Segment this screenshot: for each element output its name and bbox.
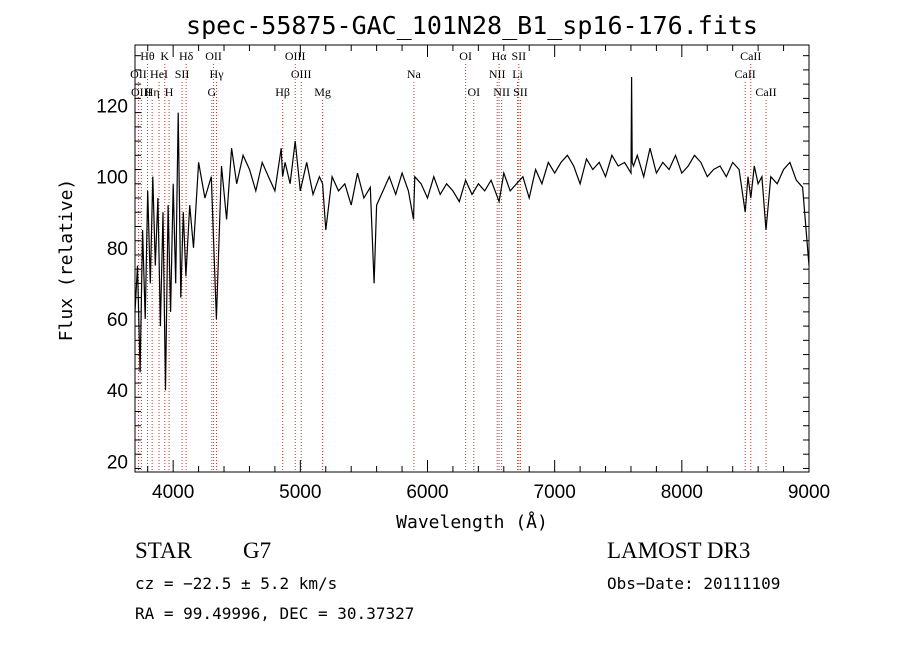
line-id-label: Hγ <box>210 67 225 81</box>
x-tick-label: 8000 <box>661 482 703 503</box>
line-id-label: OII <box>205 49 222 63</box>
line-id-label: Hη <box>145 85 160 99</box>
line-id-label: HeI <box>150 67 168 81</box>
y-tick-label: 80 <box>107 239 128 260</box>
line-id-label: OII <box>130 67 147 81</box>
x-tick-label: 4000 <box>152 482 194 503</box>
line-id-label: SII <box>511 49 526 63</box>
line-id-label: K <box>160 49 169 63</box>
x-axis-label: Wavelength (Å) <box>396 511 548 533</box>
line-id-label: Mg <box>314 85 331 99</box>
line-id-label: NII <box>489 67 506 81</box>
line-id-label: CaII <box>734 67 755 81</box>
line-id-label: Hδ <box>179 49 194 63</box>
y-tick-label: 120 <box>96 96 128 117</box>
y-tick-label: 20 <box>107 452 128 473</box>
observation-date: Obs−Date: 20111109 <box>607 574 781 593</box>
line-id-label: NII <box>493 85 510 99</box>
line-id-label: G <box>207 85 216 99</box>
chart-title: spec-55875-GAC_101N28_B1_sp16-176.fits <box>186 11 758 40</box>
line-id-label: OIII <box>285 49 306 63</box>
x-tick-label: 7000 <box>534 482 576 503</box>
line-id-label: SII <box>513 85 528 99</box>
line-id-label: Li <box>512 67 523 81</box>
line-id-label: OIII <box>131 85 152 99</box>
line-id-label: OI <box>467 85 480 99</box>
x-tick-label: 5000 <box>279 482 321 503</box>
coordinates-readout: RA = 99.49996, DEC = 30.37327 <box>135 604 415 623</box>
line-id-label: OI <box>459 49 472 63</box>
y-tick-label: 60 <box>107 310 128 331</box>
y-axis-ticks: 20 40 60 80 100 120 <box>96 55 809 473</box>
redshift-readout: cz = −22.5 ± 5.2 km/s <box>135 574 338 593</box>
line-id-label: Hα <box>492 49 508 63</box>
object-class: STAR <box>135 538 192 563</box>
object-subclass: G7 <box>243 538 272 563</box>
x-axis-ticks: 4000 5000 6000 7000 8000 9000 <box>147 45 830 503</box>
x-tick-label: 6000 <box>406 482 448 503</box>
line-markers <box>137 64 767 472</box>
line-id-label: Hβ <box>275 85 290 99</box>
survey-name: LAMOST DR3 <box>607 538 751 563</box>
y-tick-label: 100 <box>96 168 128 189</box>
line-id-label: SII <box>175 67 190 81</box>
y-tick-label: 40 <box>107 381 128 402</box>
y-axis-label: Flux (relative) <box>56 179 77 342</box>
line-id-label: CaII <box>755 85 776 99</box>
line-id-label: Na <box>407 67 422 81</box>
x-tick-label: 9000 <box>788 482 830 503</box>
line-id-label: CaII <box>740 49 761 63</box>
line-id-label: H <box>165 85 174 99</box>
line-id-label: OIII <box>291 67 312 81</box>
line-id-label: Hθ <box>140 49 155 63</box>
spectrum-line <box>134 76 810 391</box>
plot-frame <box>134 44 810 473</box>
